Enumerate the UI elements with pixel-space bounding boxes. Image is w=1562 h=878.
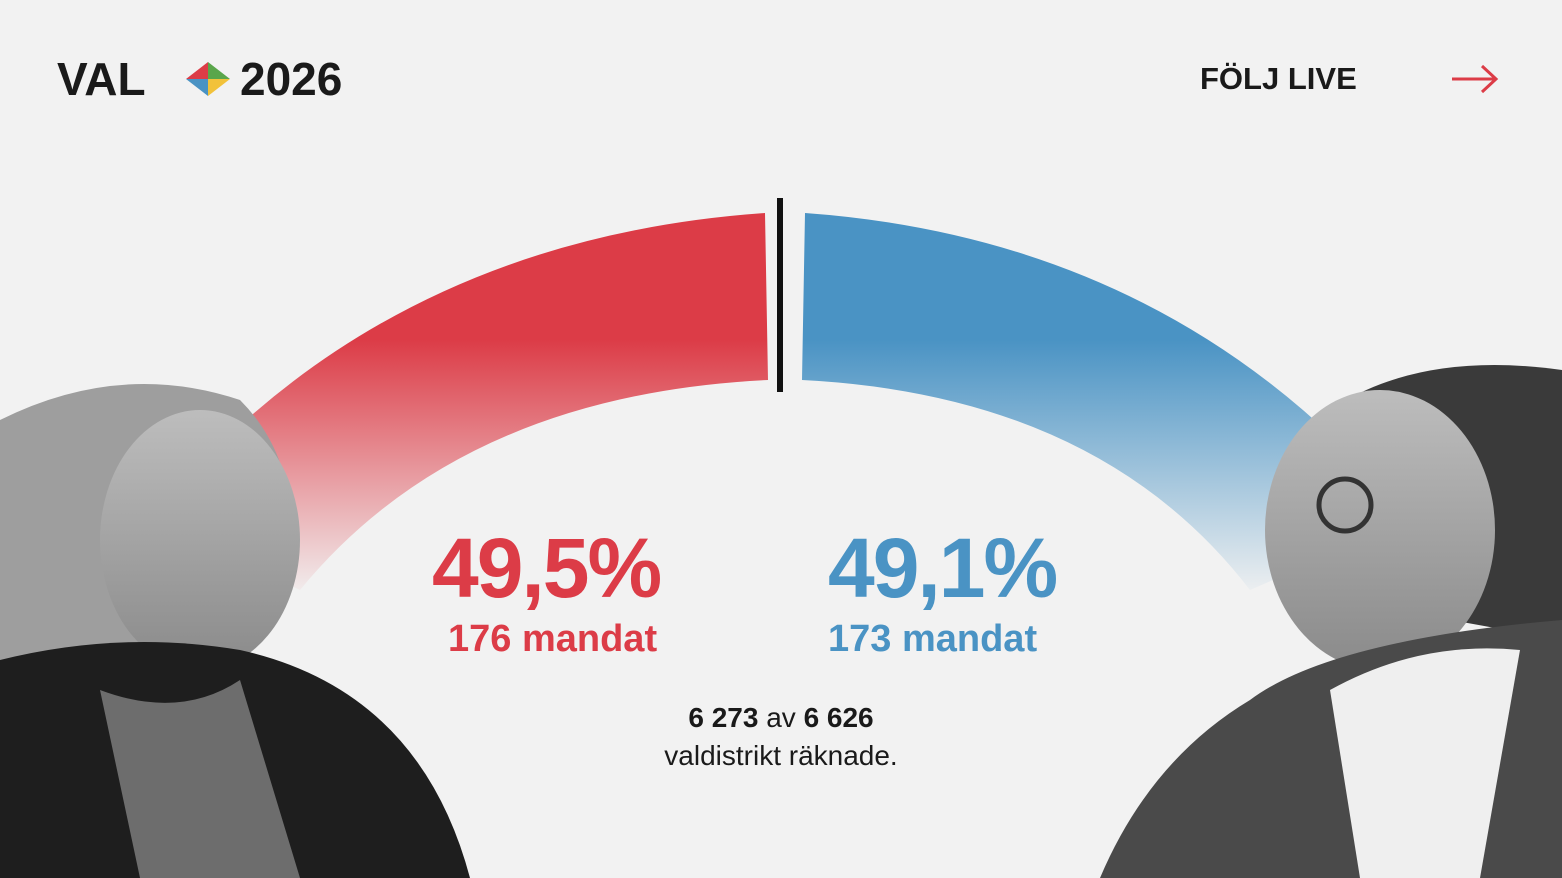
right-arc — [802, 213, 1410, 590]
left-arc — [150, 213, 768, 590]
counted-line: 6 273 av 6 626 — [0, 702, 1562, 734]
left-seats: 176 mandat — [448, 618, 658, 660]
midline — [777, 198, 783, 392]
counted-of: av — [766, 702, 796, 733]
title-left: VAL — [57, 53, 146, 105]
counted-done: 6 273 — [688, 702, 759, 733]
logo-mark — [186, 62, 230, 96]
title-right: 2026 — [240, 53, 343, 105]
live-link[interactable]: FÖLJ LIVE — [1200, 61, 1357, 96]
counted-caption: valdistrikt räknade. — [664, 740, 898, 771]
right-seats: 173 mandat — [828, 618, 1038, 660]
right-percent: 49,1% — [828, 521, 1058, 615]
counted-total: 6 626 — [803, 702, 874, 733]
left-portrait — [0, 384, 470, 878]
left-percent: 49,5% — [432, 521, 662, 615]
arrow-icon — [1452, 64, 1499, 94]
right-portrait — [1100, 365, 1562, 878]
